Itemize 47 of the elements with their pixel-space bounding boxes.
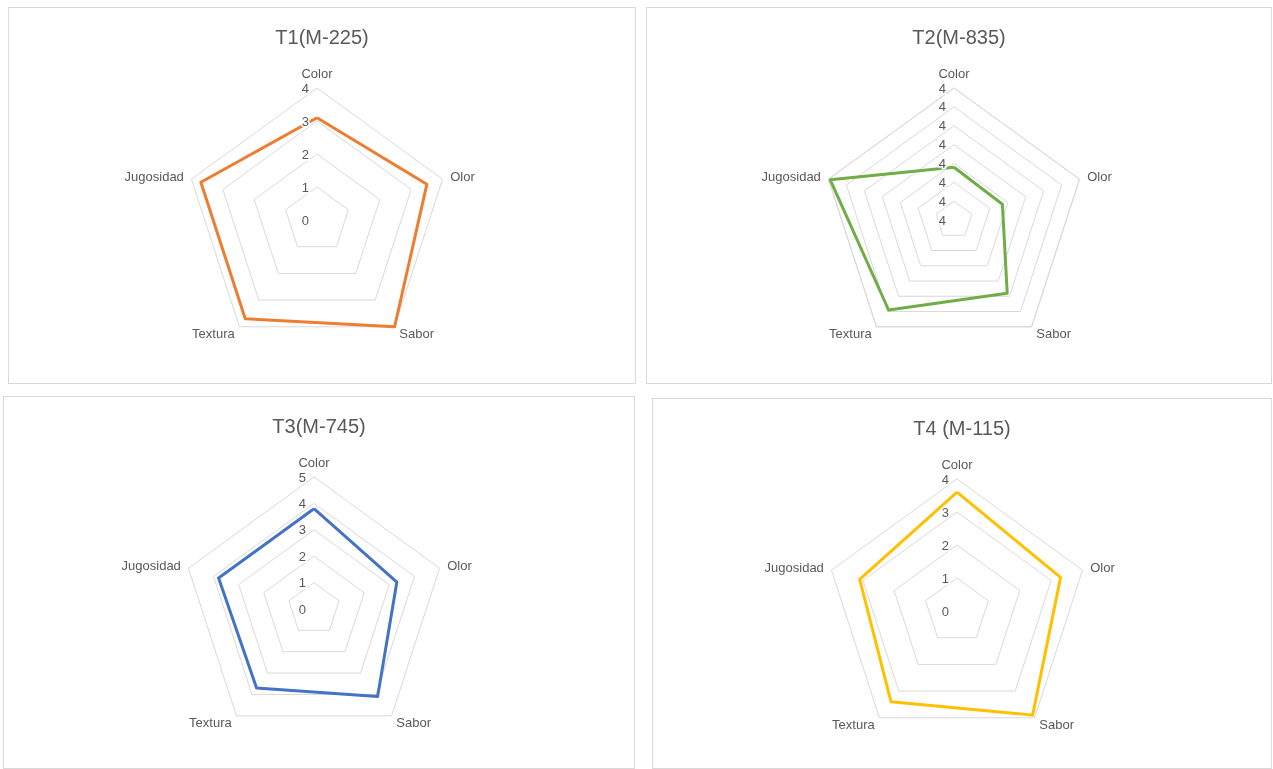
spoke-label: Olor [1090, 560, 1116, 576]
y-tick-label: 4 [301, 80, 309, 96]
y-tick-label: 4 [938, 155, 946, 171]
spoke-label: Jugosidad [124, 169, 184, 185]
y-tick-label: 4 [938, 80, 946, 96]
spoke-label: Textura [192, 325, 236, 341]
spoke-label: Color [941, 457, 974, 472]
y-tick-label: 3 [941, 504, 949, 520]
spoke-label: Sabor [396, 714, 432, 730]
y-tick-label: 4 [941, 471, 949, 487]
spoke-label: Textura [832, 716, 876, 732]
spoke-label: Sabor [1036, 325, 1072, 341]
spoke-label: Color [301, 66, 334, 81]
y-tick-label: 4 [938, 137, 946, 153]
chart-title: T1(M-225) [275, 26, 369, 48]
spoke-label: Color [298, 455, 331, 470]
y-tick-label: 0 [298, 601, 306, 617]
y-tick-label: 3 [298, 522, 306, 538]
y-tick-label: 1 [298, 575, 306, 591]
spoke-label: Olor [450, 169, 476, 185]
spoke-label: Sabor [1039, 716, 1075, 732]
chart-title: T4 (M-115) [913, 417, 1011, 439]
y-tick-label: 2 [298, 548, 306, 564]
spoke-label: Textura [829, 325, 873, 341]
y-tick-label: 4 [938, 118, 946, 134]
y-tick-label: 1 [941, 570, 949, 586]
y-tick-label: 0 [941, 603, 949, 619]
y-tick-label: 1 [301, 179, 309, 195]
y-tick-label: 2 [941, 537, 949, 553]
spoke-label: Jugosidad [764, 560, 824, 576]
y-tick-label: 4 [298, 495, 306, 511]
spoke-label: Sabor [399, 325, 435, 341]
y-tick-label: 5 [298, 469, 306, 485]
y-tick-label: 4 [938, 212, 946, 228]
spoke-label: Color [938, 66, 971, 81]
y-tick-label: 4 [938, 193, 946, 209]
y-tick-label: 0 [301, 212, 309, 228]
spoke-label: Olor [1087, 169, 1113, 185]
spoke-label: Textura [189, 714, 233, 730]
y-tick-label: 4 [938, 99, 946, 115]
y-tick-label: 2 [301, 146, 309, 162]
chart-title: T2(M-835) [912, 26, 1006, 48]
y-tick-label: 4 [938, 174, 946, 190]
spoke-label: Jugosidad [761, 169, 821, 185]
spoke-label: Olor [447, 558, 473, 574]
spoke-label: Jugosidad [121, 558, 181, 574]
chart-title: T3(M-745) [272, 415, 366, 437]
